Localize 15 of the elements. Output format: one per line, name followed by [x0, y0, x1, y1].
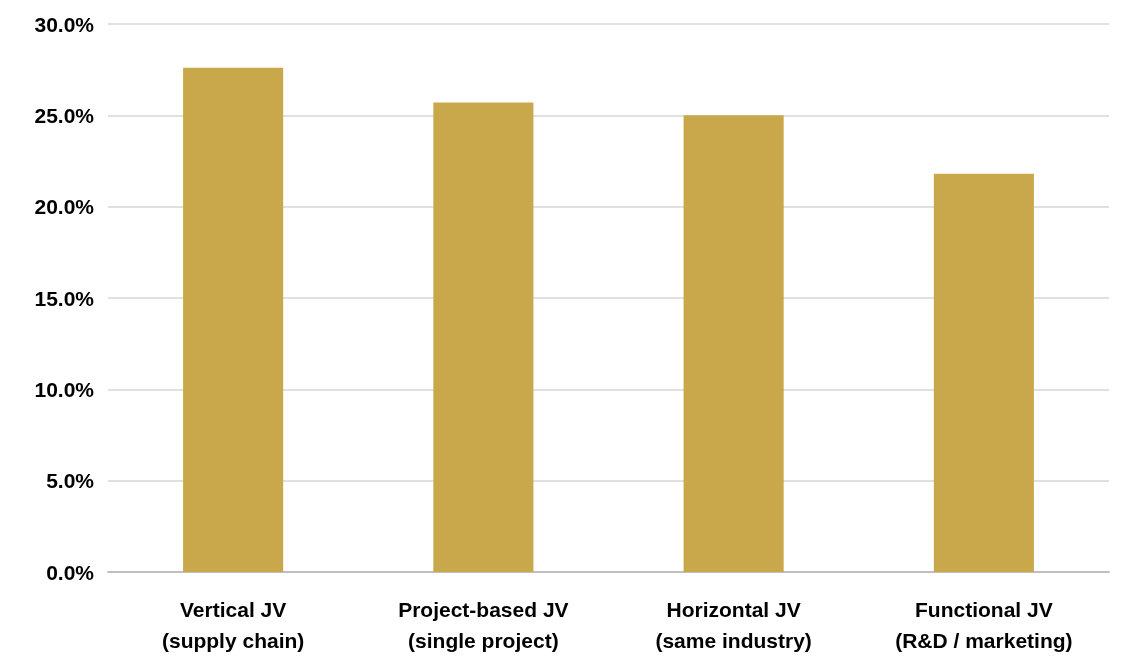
- x-tick-label: Project-based JV (single project): [398, 598, 569, 652]
- y-tick-label: 25.0%: [34, 103, 95, 127]
- y-tick-label: 20.0%: [34, 195, 95, 219]
- y-tick-label: 30.0%: [34, 12, 95, 36]
- x-tick-label: Horizontal JV (same industry): [655, 598, 812, 652]
- x-tick-label: Vertical JV (supply chain): [161, 598, 305, 652]
- y-tick-label: 10.0%: [34, 377, 95, 401]
- y-tick-label: 5.0%: [46, 469, 95, 493]
- x-tick-label: Functional JV (R&D / marketing): [895, 598, 1073, 652]
- y-tick-label: 0.0%: [46, 560, 95, 584]
- bar: [933, 173, 1034, 572]
- bar: [433, 102, 534, 572]
- y-tick-label: 15.0%: [34, 286, 95, 310]
- bar: [183, 67, 284, 572]
- bar: [683, 115, 784, 572]
